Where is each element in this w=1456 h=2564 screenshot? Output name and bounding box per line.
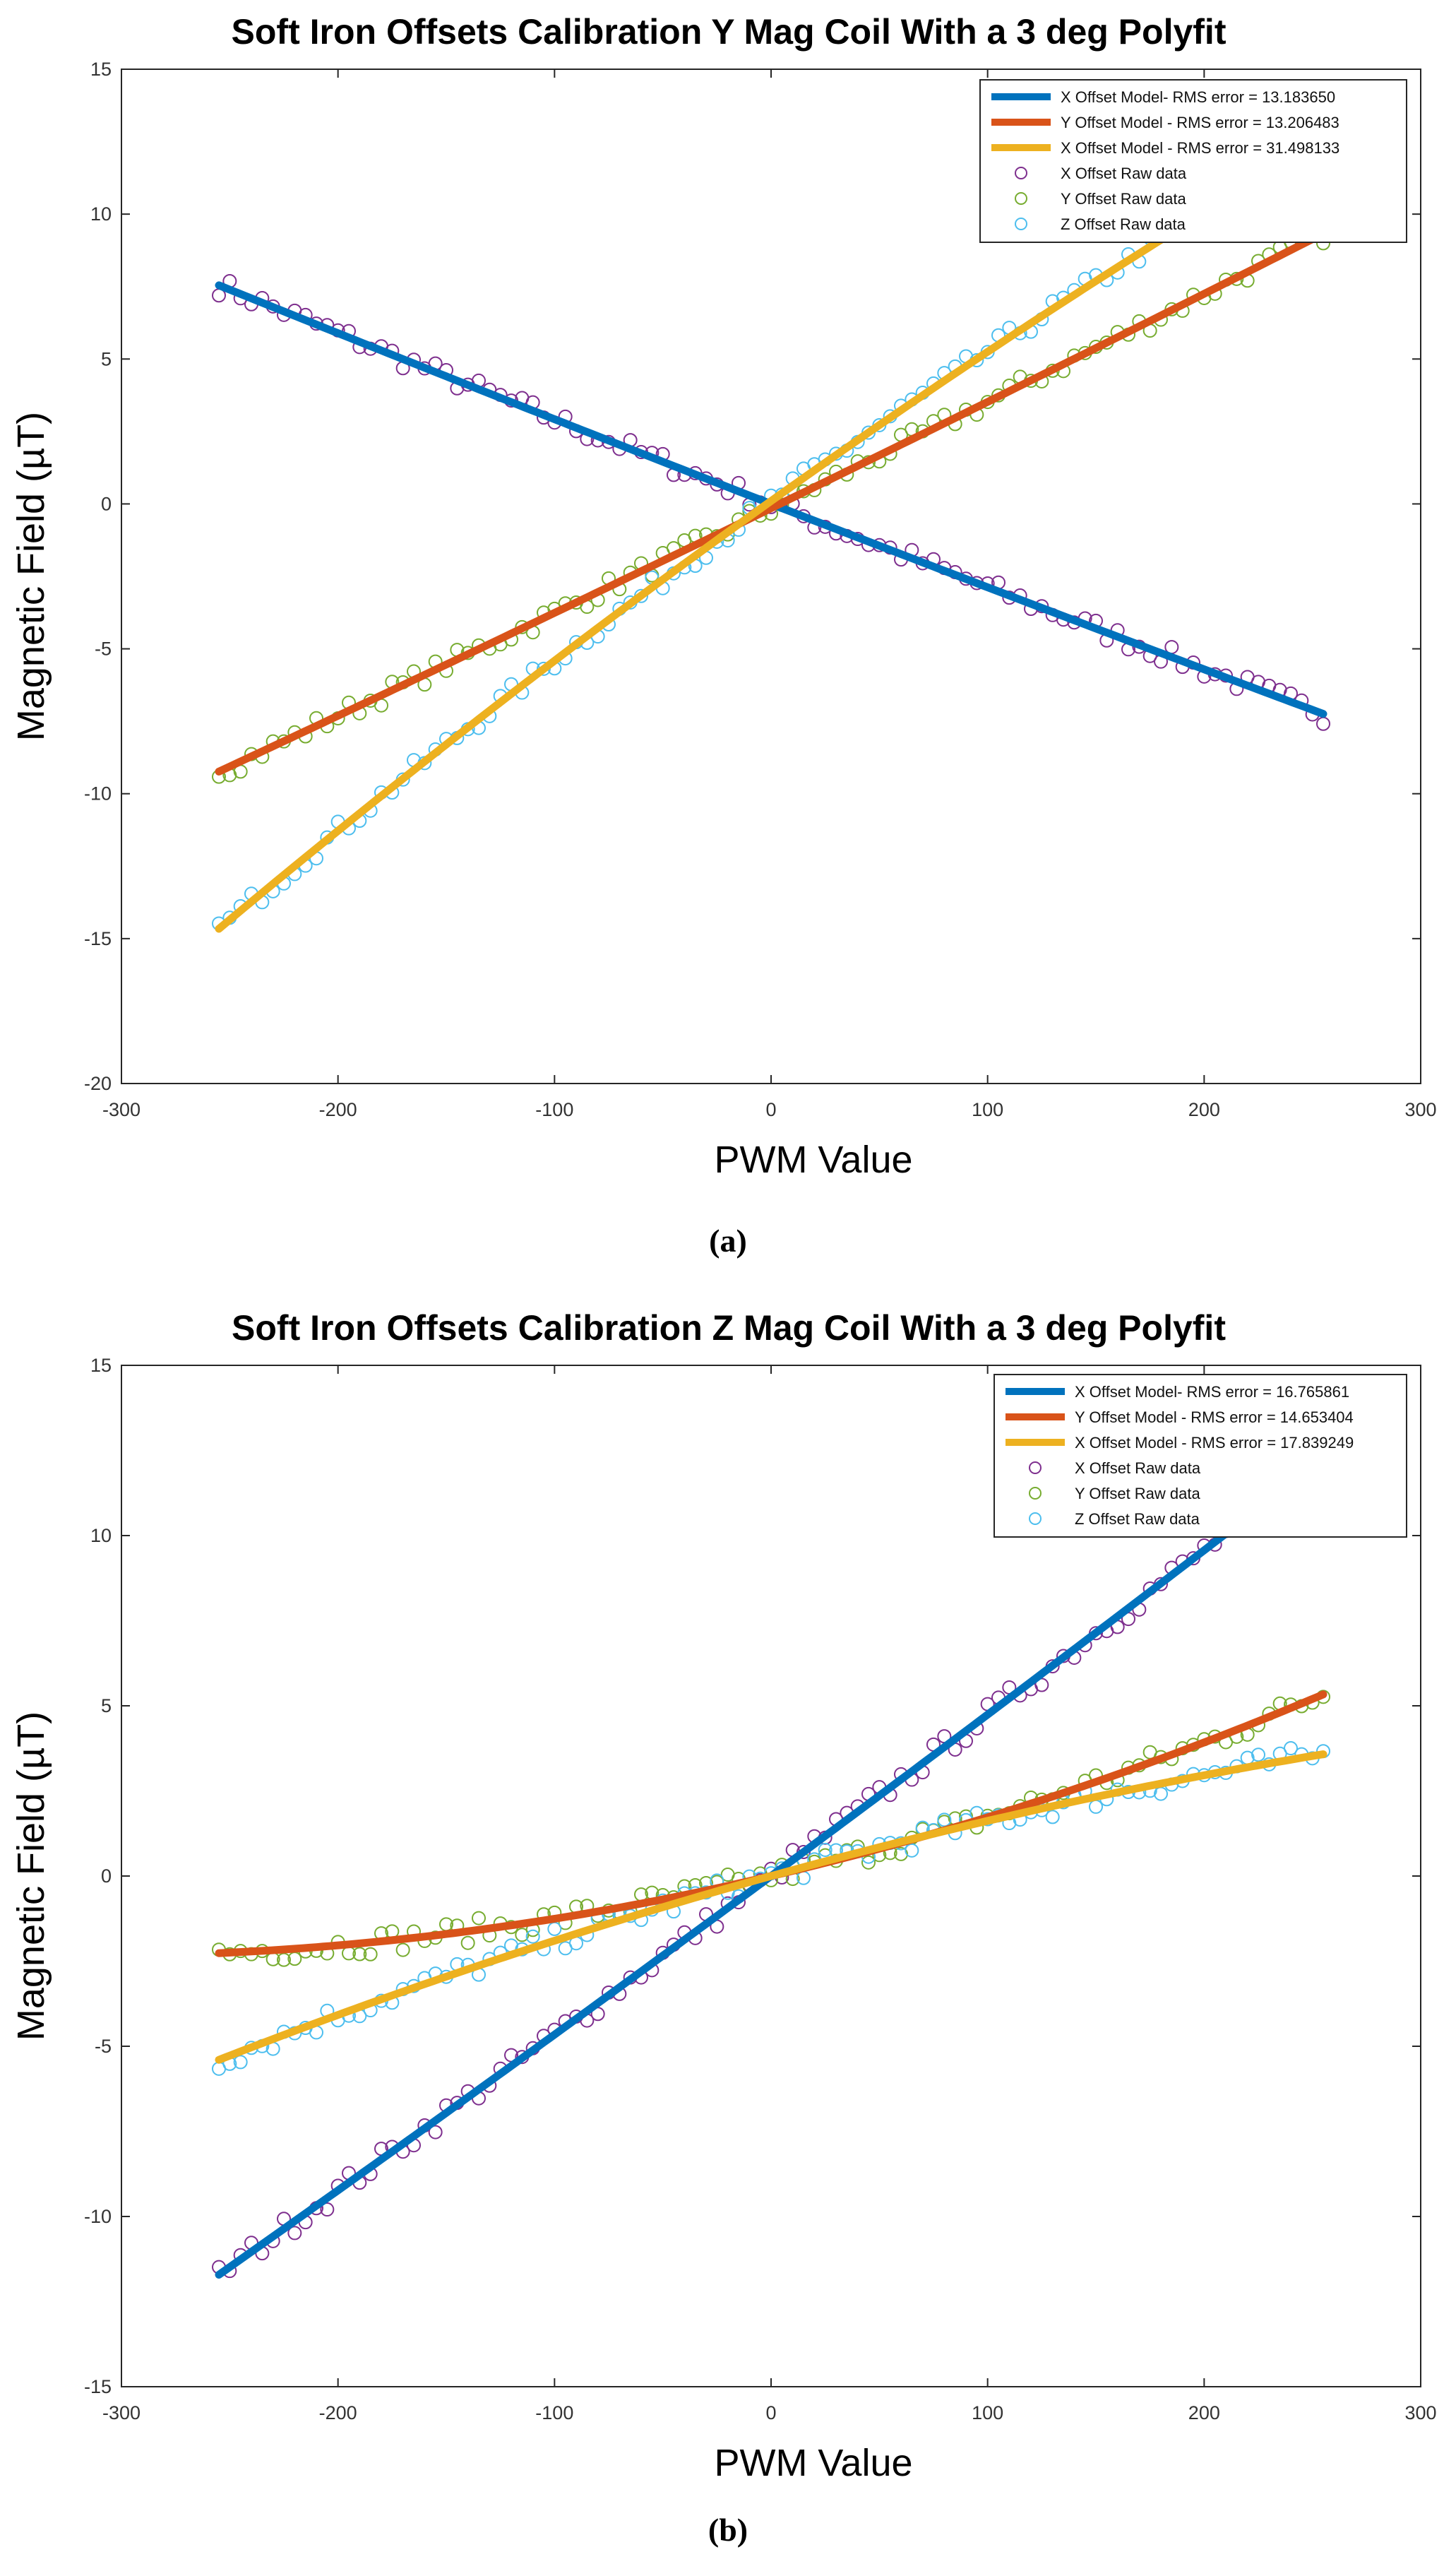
legend-marker-swatch bbox=[1029, 1487, 1042, 1500]
y-tick-label: -15 bbox=[84, 928, 112, 949]
x-tick-label: -300 bbox=[102, 2402, 141, 2423]
fit-line bbox=[215, 137, 1327, 933]
x-tick-label: -300 bbox=[102, 1099, 141, 1120]
x-tick-label: 100 bbox=[972, 1099, 1003, 1120]
legend-entry: Z Offset Raw data bbox=[1075, 1510, 1200, 1528]
legend-entry: X Offset Model- RMS error = 13.183650 bbox=[1061, 88, 1335, 106]
y-tick-label: 0 bbox=[101, 1865, 112, 1887]
legend-entry: Y Offset Model - RMS error = 14.653404 bbox=[1075, 1408, 1354, 1426]
x-axis-label: PWM Value bbox=[714, 2442, 912, 2484]
y-tick-label: -5 bbox=[95, 2036, 112, 2057]
caption-a: (a) bbox=[709, 1223, 747, 1259]
y-axis-label: Magnetic Field (µT) bbox=[10, 1711, 52, 2041]
scatter-point bbox=[363, 1947, 378, 1961]
legend-marker-swatch bbox=[1015, 218, 1027, 230]
x-tick-label: -100 bbox=[535, 1099, 573, 1120]
x-tick-label: -200 bbox=[319, 1099, 357, 1120]
legend-entry: X Offset Model - RMS error = 17.839249 bbox=[1075, 1434, 1354, 1452]
x-tick-label: 0 bbox=[765, 2402, 776, 2423]
chart-panel-b: Soft Iron Offsets Calibration Z Mag Coil… bbox=[0, 1282, 1456, 2564]
scatter-point bbox=[1251, 1747, 1265, 1762]
chart-panel-a: Soft Iron Offsets Calibration Y Mag Coil… bbox=[10, 12, 1437, 1259]
x-tick-label: 300 bbox=[1404, 2402, 1436, 2423]
legend-marker-swatch bbox=[1015, 192, 1027, 205]
y-tick-label: 10 bbox=[90, 1525, 112, 1546]
legend-entry: X Offset Model - RMS error = 31.498133 bbox=[1061, 139, 1339, 157]
scatter-point bbox=[937, 1812, 952, 1827]
caption-b: (b) bbox=[708, 2512, 748, 2548]
fit-line bbox=[215, 1750, 1327, 2064]
x-tick-label: 200 bbox=[1188, 2402, 1220, 2423]
legend-marker-swatch bbox=[1029, 1512, 1042, 1525]
scatter-point bbox=[320, 2202, 335, 2217]
scatter-point bbox=[287, 2226, 302, 2240]
y-tick-label: 5 bbox=[101, 348, 112, 369]
scatter-point bbox=[818, 1842, 833, 1857]
fit-line bbox=[215, 230, 1327, 776]
scatter-point bbox=[861, 1855, 876, 1870]
scatter-point bbox=[1284, 1741, 1298, 1756]
legend-marker-swatch bbox=[1029, 1461, 1042, 1474]
scatter-point bbox=[905, 1843, 919, 1858]
legend: X Offset Model- RMS error = 16.765861 Y O… bbox=[993, 1374, 1407, 1538]
legend-entry: X Offset Raw data bbox=[1075, 1459, 1201, 1477]
y-tick-label: 15 bbox=[90, 59, 112, 80]
y-tick-label: 5 bbox=[101, 1695, 112, 1716]
scatter-point bbox=[277, 1952, 291, 1967]
x-axis-label: PWM Value bbox=[714, 1139, 912, 1181]
series-group bbox=[212, 126, 1330, 933]
legend-entry: Z Offset Raw data bbox=[1061, 215, 1186, 233]
y-tick-label: -20 bbox=[84, 1073, 112, 1094]
legend-entry: X Offset Model- RMS error = 16.765861 bbox=[1075, 1383, 1349, 1401]
legend: X Offset Model- RMS error = 13.183650 Y O… bbox=[979, 79, 1407, 243]
y-tick-label: -5 bbox=[95, 639, 112, 660]
chart-a: Soft Iron Offsets Calibration Y Mag Coil… bbox=[10, 12, 1437, 1181]
legend-marker-swatch bbox=[1015, 167, 1027, 179]
chart-b: Soft Iron Offsets Calibration Z Mag Coil… bbox=[10, 1308, 1437, 2484]
x-tick-label: 200 bbox=[1188, 1099, 1220, 1120]
scatter-point bbox=[1045, 1810, 1060, 1824]
scatter-point bbox=[352, 1947, 367, 1961]
x-tick-label: -200 bbox=[319, 2402, 357, 2423]
x-tick-label: 0 bbox=[765, 1099, 776, 1120]
y-tick-label: -10 bbox=[84, 783, 112, 805]
y-tick-label: -15 bbox=[84, 2376, 112, 2397]
series-group bbox=[212, 1446, 1330, 2279]
y-tick-label: 10 bbox=[90, 203, 112, 225]
scatter-point bbox=[233, 2055, 248, 2070]
legend-box bbox=[979, 79, 1407, 243]
scatter-point bbox=[525, 1929, 540, 1944]
legend-entry: Y Offset Model - RMS error = 13.206483 bbox=[1061, 114, 1339, 131]
scatter-point bbox=[460, 1935, 475, 1950]
scatter-point bbox=[395, 1942, 410, 1957]
x-tick-label: -100 bbox=[535, 2402, 573, 2423]
x-tick-label: 100 bbox=[972, 2402, 1003, 2423]
scatter-point bbox=[428, 2125, 443, 2139]
chart-title: Soft Iron Offsets Calibration Y Mag Coil… bbox=[232, 12, 1227, 52]
y-tick-label: -10 bbox=[84, 2206, 112, 2227]
legend-entry: Y Offset Raw data bbox=[1061, 190, 1186, 208]
x-tick-label: 300 bbox=[1404, 1099, 1436, 1120]
legend-entry: Y Offset Raw data bbox=[1075, 1485, 1200, 1502]
legend-entry: X Offset Raw data bbox=[1061, 165, 1187, 182]
y-axis-label: Magnetic Field (µT) bbox=[10, 412, 52, 741]
y-tick-label: 0 bbox=[101, 493, 112, 514]
scatter-point bbox=[472, 1911, 486, 1925]
y-tick-label: 15 bbox=[90, 1355, 112, 1376]
legend-box bbox=[993, 1374, 1407, 1538]
chart-title: Soft Iron Offsets Calibration Z Mag Coil… bbox=[232, 1308, 1226, 1348]
